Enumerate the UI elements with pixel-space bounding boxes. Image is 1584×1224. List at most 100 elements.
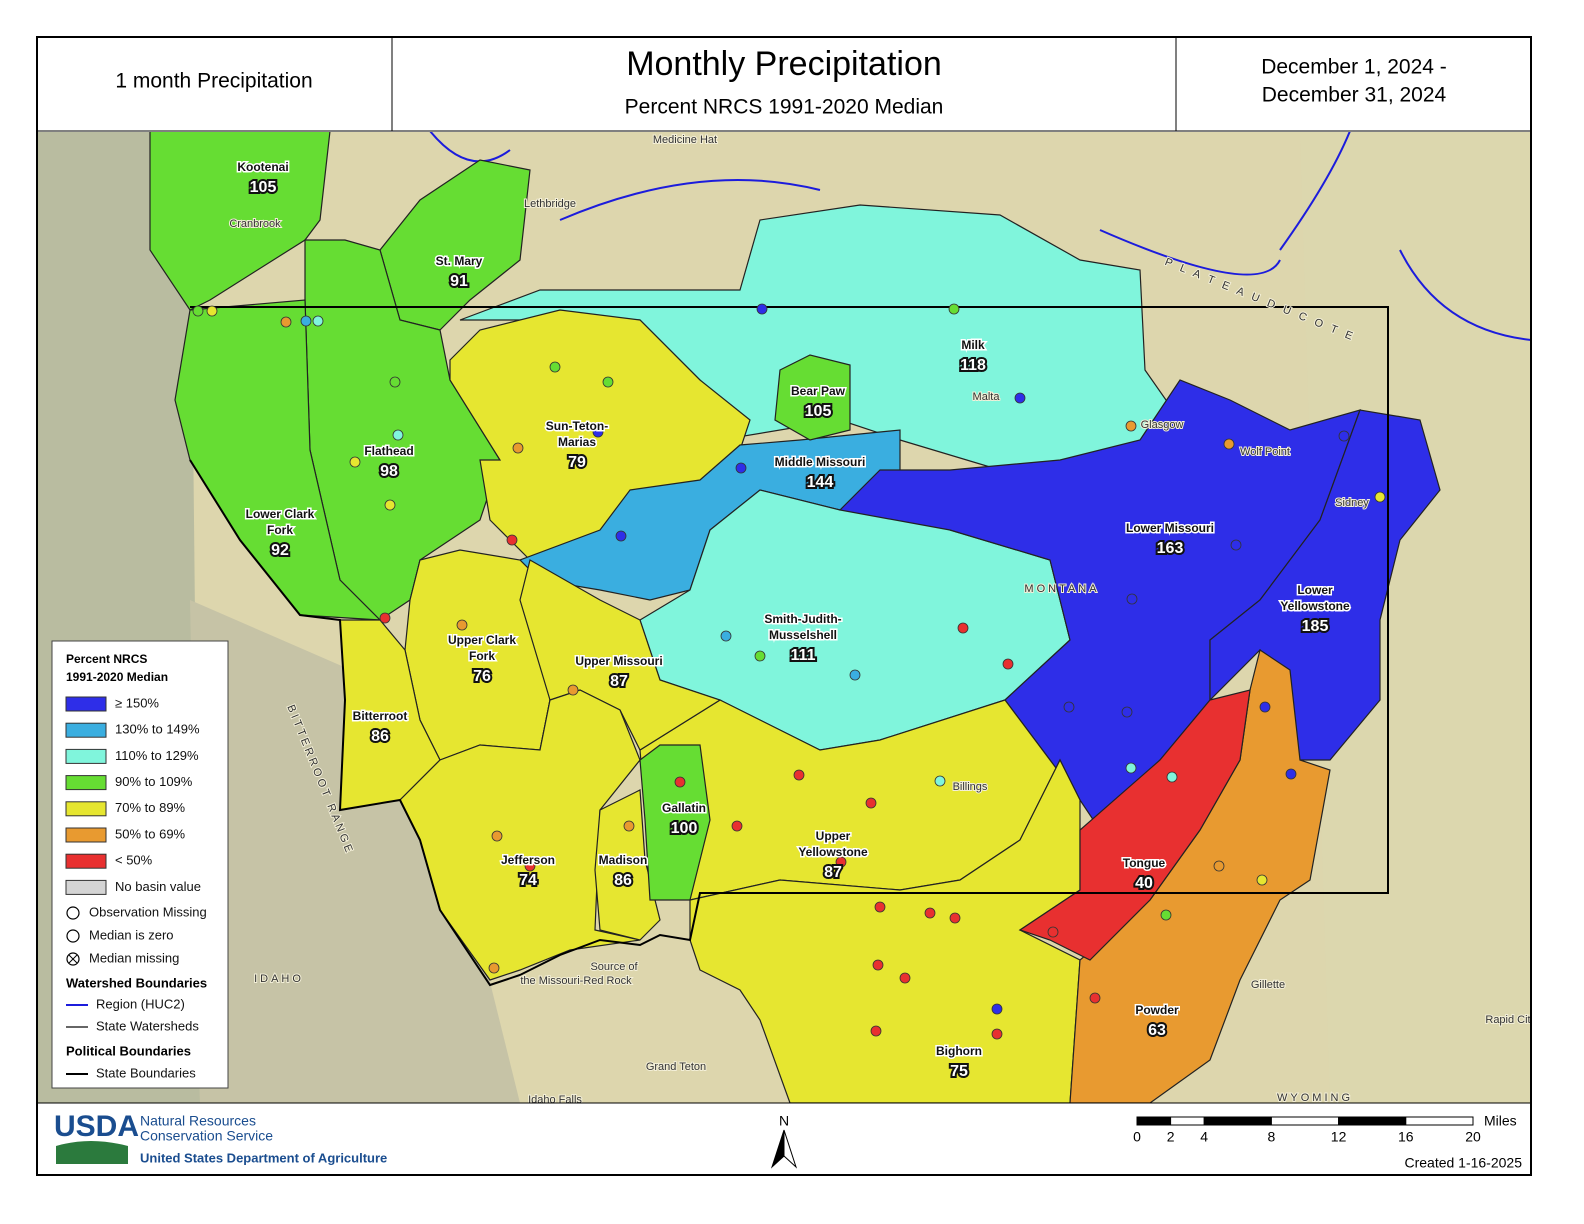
basin	[174, 299, 382, 621]
station	[948, 303, 960, 315]
station	[623, 820, 635, 832]
place-label: Lethbridge	[524, 198, 576, 210]
station	[1166, 771, 1178, 783]
station	[1014, 392, 1026, 404]
terrain	[190, 600, 520, 1103]
north-arrow	[783, 1129, 798, 1169]
scale-segment	[1338, 1116, 1407, 1126]
basin-name: Fork	[469, 649, 495, 663]
header-left: 1 month Precipitation	[115, 70, 312, 93]
station	[793, 769, 805, 781]
legend-symbol	[66, 906, 80, 920]
basin-name: Fork	[267, 523, 293, 537]
basins	[149, 132, 1441, 1103]
agency: Natural Resources	[140, 1113, 256, 1129]
basin-value: 118	[960, 357, 986, 374]
station	[1002, 658, 1014, 670]
basin-name: Jefferson	[501, 853, 555, 867]
station	[924, 907, 936, 919]
region-boundary	[429, 132, 1530, 341]
map-area: Medicine Hat Lethbridge Cranbrook Malta Glas…	[38, 132, 1530, 1104]
place-label: WYOMING	[1277, 1092, 1353, 1104]
station	[720, 630, 732, 642]
legend-label: < 50%	[115, 853, 153, 868]
legend-label: No basin value	[115, 879, 201, 894]
station	[870, 1025, 882, 1037]
agency: Conservation Service	[140, 1128, 273, 1144]
station	[567, 684, 579, 696]
station	[491, 830, 503, 842]
legend-label: 50% to 69%	[115, 826, 186, 841]
basin-value: 76	[473, 668, 491, 685]
station	[512, 442, 524, 454]
legend-swatch	[65, 696, 107, 712]
legend-label: ≥ 150%	[115, 695, 159, 710]
basin-name: Lower Missouri	[1126, 521, 1214, 535]
basin-name: Madison	[599, 853, 648, 867]
station	[300, 315, 312, 327]
legend-title: 1991-2020 Median	[66, 670, 168, 684]
station	[389, 376, 401, 388]
basin-value: 87	[824, 864, 842, 881]
station	[865, 797, 877, 809]
station	[735, 462, 747, 474]
station	[1089, 992, 1101, 1004]
legend-label: 70% to 89%	[115, 800, 186, 815]
station	[488, 962, 500, 974]
legend-swatch	[65, 827, 107, 843]
terrain	[1300, 132, 1530, 1103]
station	[1063, 701, 1075, 713]
basin	[639, 744, 711, 901]
station	[506, 534, 518, 546]
station	[899, 972, 911, 984]
legend-swatch	[65, 879, 107, 895]
scale-segment	[1203, 1116, 1272, 1126]
basin-value: 105	[805, 403, 832, 420]
legend-label: Median missing	[89, 950, 179, 965]
station	[874, 901, 886, 913]
station	[206, 305, 218, 317]
legend-swatch	[65, 748, 107, 764]
basin-value: 111	[791, 647, 816, 664]
legend-swatch	[65, 853, 107, 869]
date-range: December 31, 2024	[1262, 84, 1447, 107]
legend: Percent NRCS 1991-2020 Median ≥ 150% 130%…	[51, 640, 229, 1089]
scale-tick-label: 20	[1465, 1129, 1481, 1145]
place-label: Sidney	[1335, 497, 1369, 509]
place-label: Glasgow	[1141, 419, 1184, 431]
basin-name: Kootenai	[237, 160, 288, 174]
basin-name: Powder	[1135, 1003, 1179, 1017]
station	[1121, 706, 1133, 718]
basin-name: Gallatin	[662, 801, 706, 815]
basin-labels: Kootenai 105 St. Mary 91 Flathead 98 Lower Cla…	[236, 159, 1352, 1083]
stations	[192, 303, 1386, 1040]
basin-value: 87	[610, 673, 628, 690]
station	[384, 499, 396, 511]
station	[731, 820, 743, 832]
usda-logo: USDA	[54, 1110, 139, 1143]
basin-value: 63	[1148, 1022, 1166, 1039]
station	[835, 856, 847, 868]
station	[379, 612, 391, 624]
station	[674, 776, 686, 788]
station	[1374, 491, 1386, 503]
basin-name: Flathead	[364, 444, 413, 458]
legend-label: Region (HUC2)	[96, 996, 185, 1011]
basin-name: Marias	[558, 435, 596, 449]
basin-value: 86	[371, 728, 389, 745]
basin-name: Sun-Teton-	[546, 419, 608, 433]
station	[1125, 420, 1137, 432]
basin-value: 75	[950, 1063, 968, 1080]
legend-label: 130% to 149%	[115, 722, 200, 737]
basin-name: Middle Missouri	[775, 455, 866, 469]
basin-name: Lower Clark	[246, 507, 315, 521]
basin-value: 74	[519, 872, 537, 889]
basin-name: Yellowstone	[798, 845, 868, 859]
basin-name: Yellowstone	[1280, 599, 1350, 613]
station	[602, 376, 614, 388]
station	[280, 316, 292, 328]
basin-value: 144	[807, 474, 834, 491]
scale-segment	[1270, 1116, 1340, 1126]
basin-name: Upper Missouri	[575, 654, 662, 668]
